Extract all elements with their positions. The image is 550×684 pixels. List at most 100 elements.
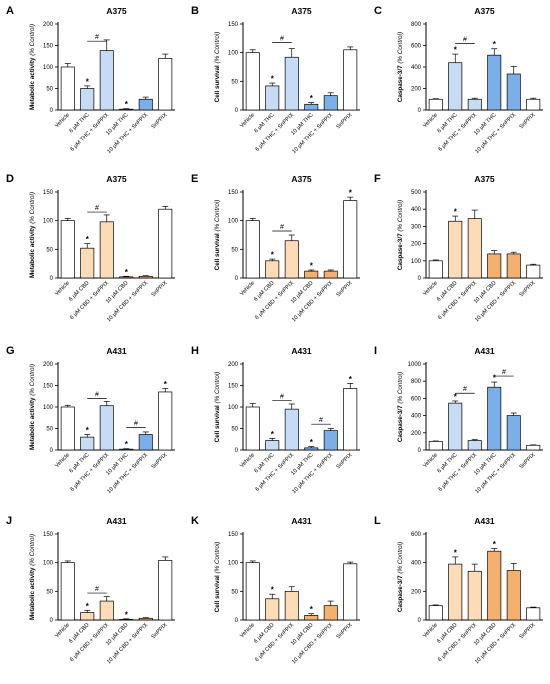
category-label: SnPPIX xyxy=(151,280,169,298)
category-label: 10 µM THC + SnPPIX xyxy=(474,452,517,495)
y-tick-label: 50 xyxy=(46,589,53,595)
comparison-hash: # xyxy=(95,391,99,398)
comparison-hash: # xyxy=(134,421,138,428)
significance-star: * xyxy=(271,75,275,84)
category-label: 10 µM THC + SnPPIX xyxy=(291,112,334,155)
significance-star: * xyxy=(310,261,314,270)
bar xyxy=(119,619,134,621)
significance-star: * xyxy=(125,610,129,619)
bar xyxy=(99,221,114,279)
y-tick-label: 150 xyxy=(43,532,54,538)
y-tick-label: 600 xyxy=(411,44,422,50)
bar xyxy=(245,562,260,621)
y-tick-label: 0 xyxy=(235,448,239,454)
bar xyxy=(304,103,319,111)
bar xyxy=(245,220,260,279)
y-tick-label: 0 xyxy=(418,276,422,282)
chart-title: A431 xyxy=(291,346,312,356)
significance-star: * xyxy=(86,602,90,611)
bar xyxy=(343,200,358,279)
significance-star: * xyxy=(454,208,458,217)
bar xyxy=(80,436,95,451)
y-axis-label-main: Caspase-3/7 xyxy=(397,405,404,442)
category-label: Vehicle xyxy=(239,112,256,129)
y-axis-label: Cell survival (% Control) xyxy=(214,32,221,103)
y-axis-label: Cell survival (% Control) xyxy=(214,542,221,613)
bar xyxy=(467,98,482,111)
bar xyxy=(284,56,299,111)
y-tick-label: 400 xyxy=(411,561,422,567)
bar xyxy=(265,598,280,621)
bar xyxy=(80,612,95,621)
bar xyxy=(60,220,75,279)
bar xyxy=(506,253,521,279)
bar xyxy=(323,270,338,279)
y-tick-label: 150 xyxy=(228,384,239,390)
bar xyxy=(526,607,541,621)
bar xyxy=(138,275,153,279)
y-axis-label: Caspase-3/7 (% Control) xyxy=(397,542,404,612)
y-tick-label: 500 xyxy=(411,190,422,196)
category-label: SnPPIX xyxy=(336,452,354,470)
y-tick-label: 150 xyxy=(228,532,239,538)
comparison-hash: # xyxy=(280,394,284,401)
bar xyxy=(158,58,173,111)
chart-title: A375 xyxy=(291,174,312,184)
y-axis-label: Cell survival (% Control) xyxy=(214,372,221,443)
panel-letter: A xyxy=(6,5,14,17)
category-label: SnPPIX xyxy=(519,280,537,298)
category-label: SnPPIX xyxy=(519,452,537,470)
bar xyxy=(448,563,463,621)
significance-star: * xyxy=(493,40,497,49)
bar xyxy=(428,98,443,111)
y-axis-label-main: Metabolic activity xyxy=(29,225,36,278)
category-label: SnPPIX xyxy=(336,112,354,130)
chart-title: A431 xyxy=(474,346,495,356)
y-tick-label: 0 xyxy=(50,618,54,624)
y-axis-label: Metabolic activity (% Control) xyxy=(29,364,36,450)
bar xyxy=(138,617,153,621)
category-label: Vehicle xyxy=(422,280,439,297)
y-tick-label: 200 xyxy=(411,431,422,437)
bar xyxy=(138,434,153,451)
bar xyxy=(60,406,75,451)
y-axis-label-unit: (% Control) xyxy=(214,372,221,404)
category-label: SnPPIX xyxy=(519,622,537,640)
category-label: 10 µM CBD + SnPPIX xyxy=(106,622,149,665)
y-axis-label-main: Cell survival xyxy=(214,575,221,612)
bar xyxy=(245,406,260,451)
panel-letter: H xyxy=(191,345,199,357)
y-tick-label: 0 xyxy=(418,618,422,624)
bar xyxy=(487,550,502,621)
panel-h: H A431 Cell survival (% Control) 0 50 100 150 2… xyxy=(191,345,360,495)
significance-star: * xyxy=(125,100,129,109)
y-tick-label: 0 xyxy=(50,108,54,114)
y-tick-label: 0 xyxy=(50,276,54,282)
bar xyxy=(304,447,319,451)
y-axis-label-main: Caspase-3/7 xyxy=(397,233,404,270)
y-axis-label-unit: (% Control) xyxy=(214,200,221,232)
y-tick-label: 50 xyxy=(231,589,238,595)
bar xyxy=(323,605,338,621)
y-tick-label: 50 xyxy=(46,87,53,93)
y-axis-label: Caspase-3/7 (% Control) xyxy=(397,32,404,102)
bar xyxy=(343,49,358,111)
bar xyxy=(119,448,134,451)
y-tick-label: 50 xyxy=(231,427,238,433)
y-axis-label: Caspase-3/7 (% Control) xyxy=(397,372,404,442)
chart-title: A375 xyxy=(106,174,127,184)
y-axis-label-unit: (% Control) xyxy=(214,542,221,574)
chart-title: A375 xyxy=(474,6,495,16)
category-label: SnPPIX xyxy=(151,452,169,470)
bar xyxy=(506,415,521,451)
y-tick-label: 200 xyxy=(228,362,239,368)
category-label: Vehicle xyxy=(54,622,71,639)
category-label: Vehicle xyxy=(422,452,439,469)
bar xyxy=(60,66,75,111)
y-tick-label: 100 xyxy=(228,405,239,411)
bar xyxy=(487,54,502,111)
category-label: SnPPIX xyxy=(336,622,354,640)
significance-star: * xyxy=(310,605,314,614)
chart-title: A431 xyxy=(291,516,312,526)
y-axis-label-unit: (% Control) xyxy=(397,32,404,64)
